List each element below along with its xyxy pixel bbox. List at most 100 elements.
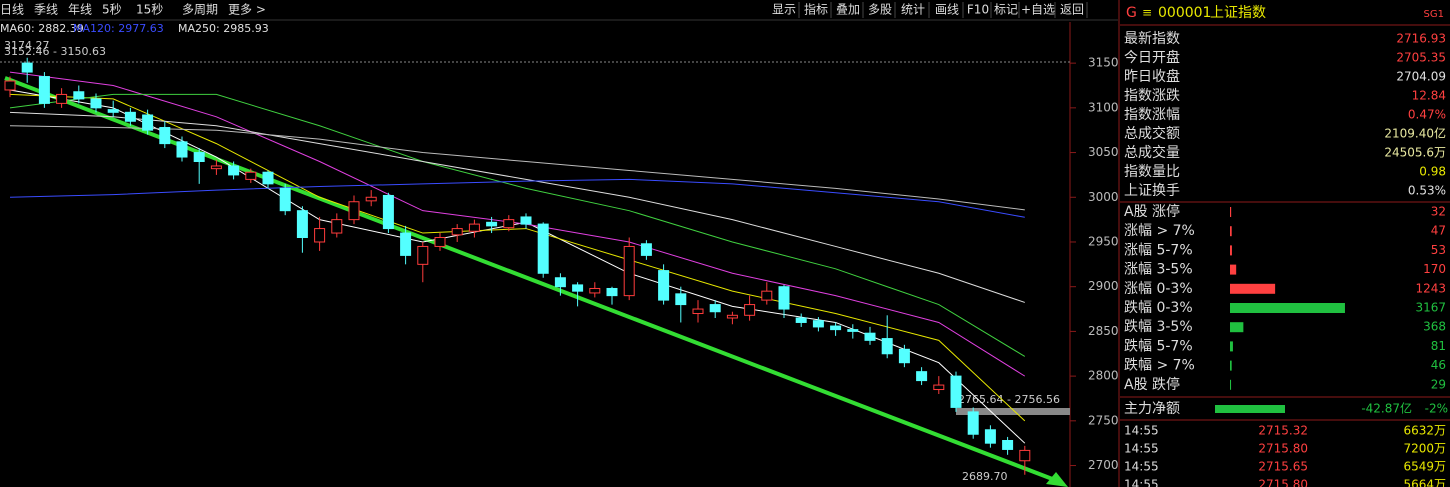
tool-button[interactable]: 返回: [1060, 3, 1084, 17]
y-tick-label: 3000: [1088, 190, 1119, 204]
period-tab[interactable]: 日线: [0, 3, 24, 17]
ma-legend: MA250: 2985.93: [178, 22, 269, 35]
ma-line: [9, 178, 1025, 218]
candle-body: [245, 171, 257, 180]
candle-body: [486, 221, 498, 227]
candle-body: [744, 304, 756, 316]
tool-button[interactable]: 指标: [804, 2, 828, 17]
candle-body: [210, 165, 222, 170]
candle-body: [90, 98, 102, 109]
quote-name: 上证指数: [1210, 5, 1266, 21]
breadth-label: 涨幅 0-3%: [1124, 281, 1193, 297]
period-tab[interactable]: 5秒: [102, 3, 122, 17]
breadth-label: 涨幅 > 7%: [1124, 223, 1195, 239]
price-annotation: 2689.70: [962, 470, 1008, 483]
stat-value: 12.84: [1412, 89, 1446, 103]
tool-button[interactable]: +自选: [1021, 3, 1055, 17]
tool-button[interactable]: F10: [967, 3, 989, 17]
candle-body: [38, 76, 50, 104]
candle-body: [984, 429, 996, 444]
y-tick-label: 2700: [1088, 458, 1119, 472]
trend-arrow: [1046, 472, 1068, 487]
main-net-bar: [1215, 405, 1285, 413]
candle-body: [107, 109, 119, 113]
tick-volume: 7200万: [1403, 442, 1446, 456]
candle-body: [365, 196, 377, 202]
candle-body: [417, 245, 429, 265]
stat-label: 总成交量: [1124, 144, 1180, 161]
candle-body: [520, 216, 532, 225]
y-tick-label: 3100: [1088, 100, 1119, 114]
period-tab[interactable]: 更多 >: [228, 3, 266, 17]
candle-body: [726, 314, 738, 319]
stat-value: 2704.09: [1396, 70, 1446, 84]
stat-value: 2109.40亿: [1384, 126, 1446, 141]
breadth-label: 跌幅 3-5%: [1124, 319, 1193, 335]
stat-label: 上证换手: [1124, 182, 1180, 199]
breadth-value: 3167: [1415, 301, 1446, 315]
y-tick-label: 2850: [1088, 324, 1119, 338]
stat-value: 2705.35: [1396, 51, 1446, 65]
y-tick-label: 2900: [1088, 279, 1119, 293]
candle-body: [331, 219, 343, 234]
stat-value: 2716.93: [1396, 32, 1446, 46]
candle-body: [589, 287, 601, 294]
breadth-label: A股 跌停: [1124, 376, 1180, 393]
stat-label: 指数涨幅: [1124, 107, 1180, 123]
candle-body: [1002, 440, 1014, 450]
tool-button[interactable]: 标记: [994, 3, 1018, 17]
tool-button[interactable]: 显示: [772, 3, 796, 17]
period-tab[interactable]: 15秒: [136, 3, 163, 17]
tick-time: 14:55: [1124, 424, 1159, 438]
candle-body: [468, 223, 480, 232]
stat-label: 总成交额: [1124, 125, 1180, 142]
breadth-value: 81: [1431, 339, 1446, 353]
candle-body: [864, 332, 876, 341]
breadth-value: 46: [1431, 358, 1446, 372]
candle-body: [572, 284, 584, 292]
quote-code: 000001: [1158, 5, 1211, 21]
candle-body: [950, 375, 962, 408]
tool-button[interactable]: 多股: [868, 3, 892, 17]
tick-price: 2715.65: [1258, 460, 1308, 474]
candle-body: [451, 228, 463, 236]
tool-button[interactable]: 统计: [901, 3, 925, 17]
candle-body: [159, 127, 171, 145]
ma-line: [9, 125, 1025, 211]
period-tab[interactable]: 季线: [34, 3, 58, 17]
price-annotation: 2765.64 - 2756.56: [958, 393, 1060, 406]
candle-body: [503, 219, 515, 229]
y-tick-label: 2950: [1088, 234, 1119, 248]
candle-body: [73, 91, 85, 100]
tick-time: 14:55: [1124, 442, 1159, 456]
breadth-bar: [1230, 207, 1232, 217]
quote-prefix: G: [1126, 5, 1137, 21]
candle-body: [778, 286, 790, 310]
candle-body: [606, 287, 618, 297]
range-marker: [956, 408, 1070, 415]
candle-body: [4, 80, 16, 91]
stat-label: 指数涨跌: [1124, 88, 1180, 104]
candle-body: [761, 290, 773, 301]
period-tab[interactable]: 年线: [68, 3, 92, 17]
breadth-bar: [1230, 322, 1244, 333]
main-net-label: 主力净额: [1124, 401, 1180, 417]
breadth-bar: [1230, 264, 1237, 275]
panel-lines: [1120, 24, 1450, 421]
candle-body: [193, 152, 205, 163]
tick-time: 14:55: [1124, 478, 1159, 487]
candle-body: [537, 223, 549, 274]
tool-button[interactable]: 叠加: [836, 3, 860, 17]
period-tab[interactable]: 多周期: [182, 3, 218, 17]
main-net-pct: -2%: [1425, 402, 1448, 416]
candle-body: [847, 329, 859, 332]
breadth-bar: [1230, 360, 1232, 371]
y-tick-label: 3150: [1088, 56, 1119, 70]
candle-body: [916, 371, 928, 382]
ma-legend: MA120: 2977.63: [73, 22, 164, 35]
tick-price: 2715.32: [1258, 424, 1308, 438]
tool-button[interactable]: 画线: [935, 3, 959, 17]
candle-body: [262, 171, 274, 185]
